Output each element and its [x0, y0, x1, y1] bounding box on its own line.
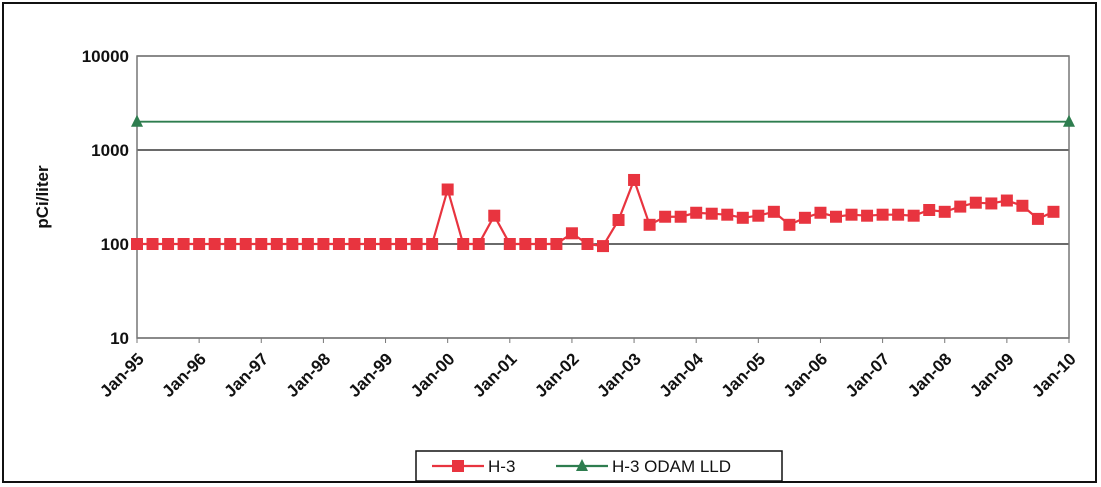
data-point — [131, 238, 143, 250]
x-tick-label: Jan-05 — [718, 349, 770, 401]
data-point — [426, 238, 439, 250]
y-axis-ticks: 10 100 1000 10000 — [82, 47, 129, 348]
data-point — [814, 206, 827, 219]
data-point — [208, 238, 221, 250]
data-point — [146, 238, 159, 250]
y-tick-label: 100 — [101, 235, 129, 254]
data-point — [239, 238, 252, 250]
data-point — [565, 227, 578, 240]
data-point — [224, 238, 237, 250]
x-tick-label: Jan-02 — [531, 349, 583, 401]
data-point — [892, 208, 905, 221]
data-point — [193, 238, 206, 250]
y-tick-label: 10 — [110, 329, 129, 348]
data-point — [798, 211, 811, 224]
data-point — [581, 238, 594, 250]
x-tick-label: Jan-09 — [966, 349, 1018, 401]
legend-label: H-3 — [488, 457, 515, 476]
series-h3-odam-lld — [131, 114, 1075, 127]
plot-area — [136, 55, 1070, 339]
x-tick-label: Jan-01 — [469, 349, 521, 401]
x-tick-label: Jan-10 — [1028, 349, 1080, 401]
data-point — [597, 240, 609, 253]
data-point — [1031, 212, 1044, 225]
data-point — [721, 208, 734, 221]
y-tick-label: 10000 — [82, 47, 129, 66]
data-point — [845, 208, 858, 221]
data-point — [348, 238, 361, 250]
legend-entry: H-3 ODAM LLD — [556, 457, 731, 476]
x-tick-label: Jan-03 — [593, 349, 645, 401]
data-point — [861, 209, 874, 222]
legend-marker — [452, 460, 464, 472]
data-point — [488, 209, 501, 222]
data-point — [830, 210, 842, 223]
legend: H-3 H-3 ODAM LLD — [415, 450, 783, 482]
x-tick-label: Jan-04 — [655, 349, 707, 401]
x-tick-label: Jan-07 — [842, 349, 894, 401]
legend-entry: H-3 — [432, 457, 515, 476]
data-point — [628, 173, 641, 186]
gridlines — [137, 55, 1069, 339]
data-point — [441, 183, 454, 196]
x-tick-label: Jan-00 — [407, 349, 459, 401]
x-tick-label: Jan-95 — [96, 349, 148, 401]
data-point — [472, 238, 485, 250]
series-h3 — [131, 173, 1060, 253]
data-point — [659, 210, 672, 223]
y-axis-label: pCi/liter — [33, 165, 52, 229]
x-tick-label: Jan-06 — [780, 349, 832, 401]
data-point — [752, 209, 765, 222]
data-point — [612, 214, 625, 227]
data-point — [317, 238, 330, 250]
data-point — [923, 203, 936, 216]
data-point — [162, 238, 175, 250]
data-point — [270, 238, 283, 250]
legend-marker — [576, 459, 588, 471]
x-tick-label: Jan-98 — [283, 349, 335, 401]
data-point — [131, 114, 143, 127]
data-point — [767, 205, 780, 218]
data-point — [379, 238, 392, 250]
x-tick-label: Jan-97 — [221, 349, 273, 401]
data-point — [969, 196, 982, 209]
data-point — [286, 238, 299, 250]
data-point — [395, 238, 408, 250]
data-point — [690, 206, 703, 219]
x-axis-ticks: Jan-95 Jan-96 Jan-97 Jan-98 Jan-99 Jan-00 Jan-… — [96, 338, 1080, 401]
legend-label: H-3 ODAM LLD — [612, 457, 731, 476]
data-point — [332, 238, 345, 250]
data-point — [177, 238, 190, 250]
data-point — [1016, 199, 1029, 212]
data-point — [674, 210, 687, 223]
data-point — [907, 209, 920, 222]
data-point — [876, 208, 889, 221]
data-point — [457, 238, 470, 250]
data-point — [643, 218, 656, 231]
data-point — [1047, 205, 1060, 218]
data-point — [705, 207, 718, 220]
data-point — [938, 205, 951, 218]
data-point — [519, 238, 532, 250]
data-point — [410, 238, 423, 250]
data-point — [736, 211, 749, 224]
x-tick-label: Jan-08 — [904, 349, 956, 401]
data-point — [364, 238, 376, 250]
data-point — [503, 238, 516, 250]
data-point — [534, 238, 547, 250]
data-point — [301, 238, 314, 250]
x-tick-label: Jan-99 — [345, 349, 397, 401]
data-point — [985, 197, 998, 210]
data-point — [255, 238, 268, 250]
x-tick-label: Jan-96 — [158, 349, 210, 401]
data-point — [1000, 194, 1013, 207]
data-point — [550, 238, 563, 250]
data-point — [954, 200, 967, 213]
data-point — [783, 218, 796, 231]
series — [131, 114, 1075, 253]
data-point — [1063, 114, 1075, 127]
y-tick-label: 1000 — [91, 141, 129, 160]
